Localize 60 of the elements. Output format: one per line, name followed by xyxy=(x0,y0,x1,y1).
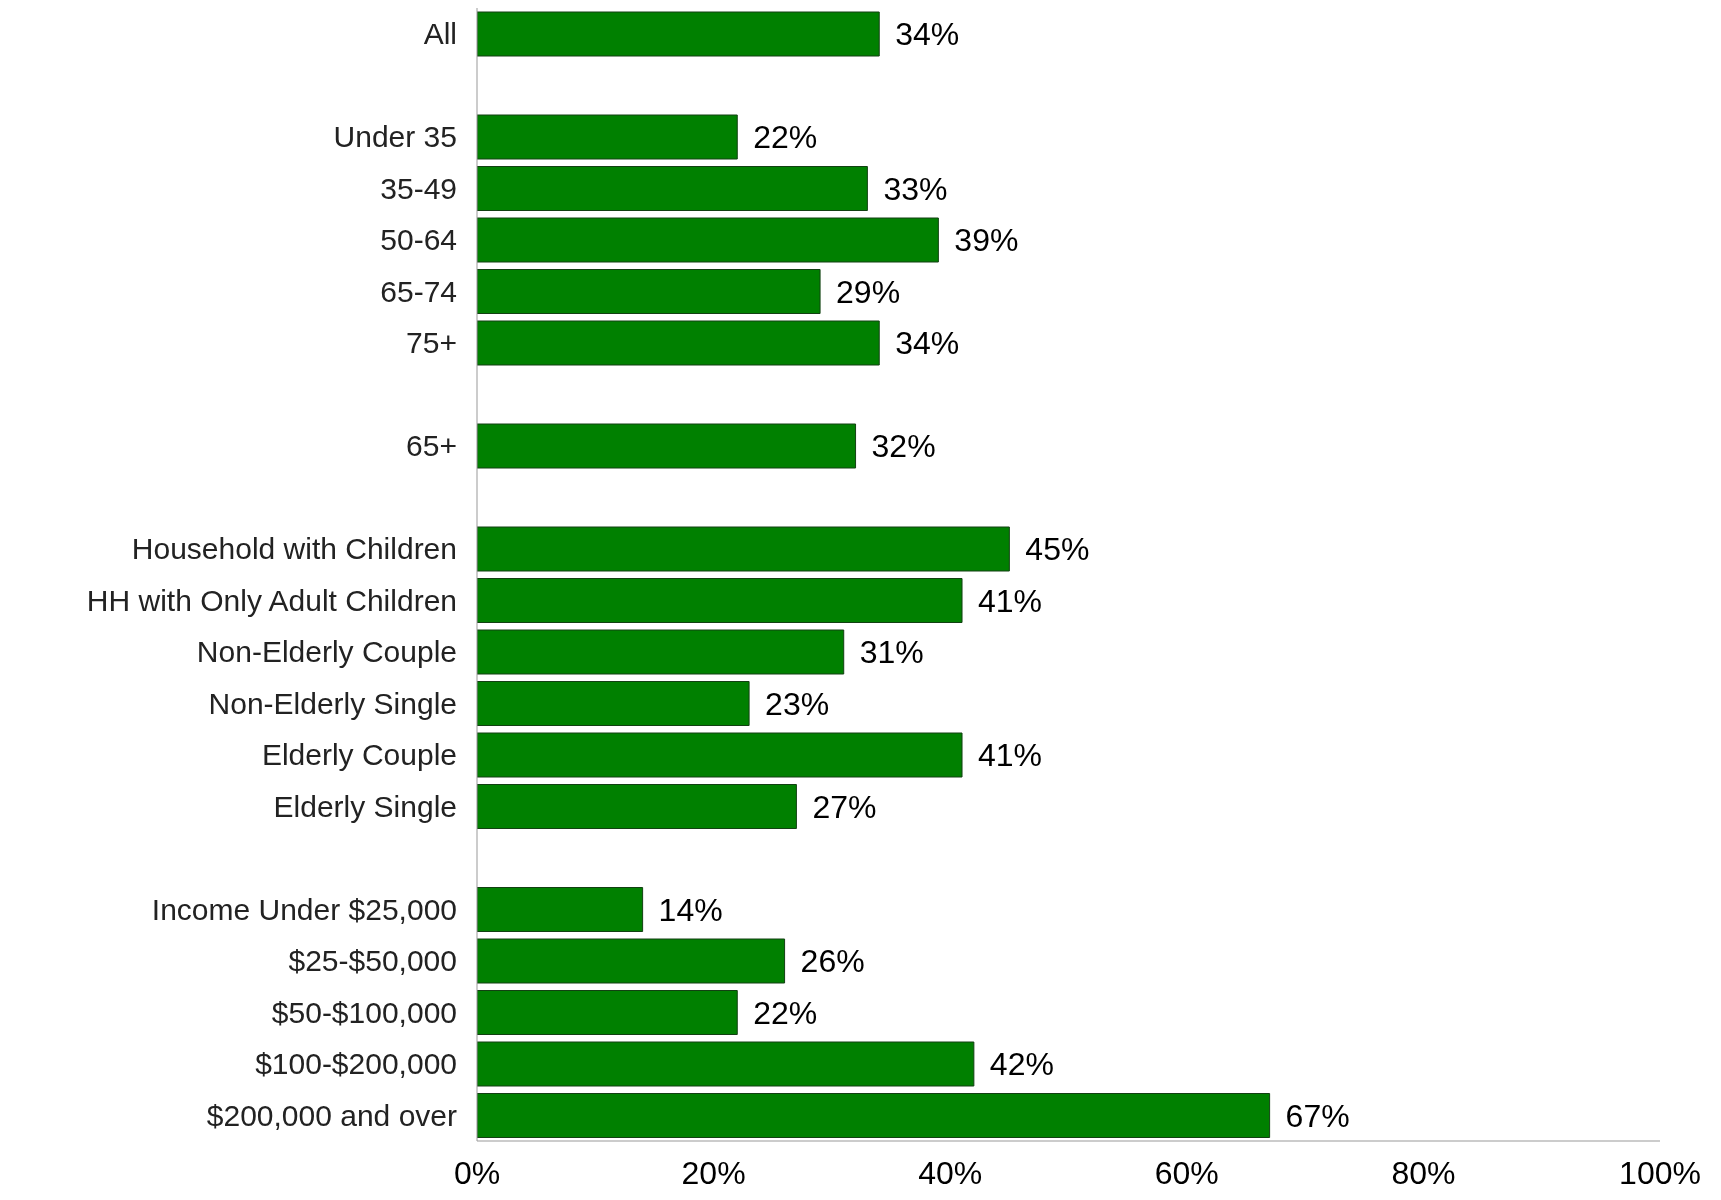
data-label: 22% xyxy=(753,119,818,156)
y-tick-label: 65-74 xyxy=(380,274,457,308)
x-tick-label: 40% xyxy=(918,1154,983,1191)
bar xyxy=(477,320,880,366)
y-tick-label: $50-$100,000 xyxy=(271,995,457,1029)
y-tick-label: 35-49 xyxy=(380,171,457,205)
bar xyxy=(477,887,644,932)
y-tick-label: 75+ xyxy=(406,326,457,360)
bar xyxy=(477,423,857,469)
data-label: 26% xyxy=(800,943,865,980)
data-label: 22% xyxy=(753,994,818,1031)
bar xyxy=(477,11,880,57)
y-tick-label: 65+ xyxy=(406,429,457,463)
bar xyxy=(477,1041,975,1087)
bar xyxy=(477,114,738,160)
data-label: 14% xyxy=(658,891,723,928)
y-tick-label: $100-$200,000 xyxy=(255,1047,457,1081)
data-label: 31% xyxy=(859,634,924,671)
data-label: 32% xyxy=(871,428,936,465)
bar xyxy=(477,1093,1271,1138)
bar xyxy=(477,217,939,263)
y-tick-label: Elderly Couple xyxy=(261,738,457,772)
bar xyxy=(477,732,963,778)
x-tick-label: 20% xyxy=(681,1154,746,1191)
y-tick-label: $200,000 and over xyxy=(206,1098,457,1132)
y-tick-label: 50-64 xyxy=(380,223,457,257)
data-label: 45% xyxy=(1025,531,1090,568)
bar xyxy=(477,990,738,1035)
data-label: 34% xyxy=(895,325,960,362)
data-label: 41% xyxy=(978,737,1043,774)
data-label: 33% xyxy=(883,170,948,207)
bar xyxy=(477,938,786,984)
x-tick-label: 60% xyxy=(1154,1154,1219,1191)
y-tick-label: Household with Children xyxy=(131,532,457,566)
y-tick-label: HH with Only Adult Children xyxy=(86,583,457,617)
data-label: 23% xyxy=(765,685,830,722)
y-tick-label: Elderly Single xyxy=(273,789,457,823)
y-tick-label: Under 35 xyxy=(333,120,457,154)
bar xyxy=(477,784,797,829)
x-tick-label: 100% xyxy=(1619,1154,1701,1191)
x-tick-label: 80% xyxy=(1391,1154,1456,1191)
y-tick-label: $25-$50,000 xyxy=(288,944,457,978)
y-tick-label: Income Under $25,000 xyxy=(151,892,457,926)
bar xyxy=(477,681,750,726)
y-tick-label: Non-Elderly Couple xyxy=(196,635,457,669)
bar xyxy=(477,578,963,623)
data-label: 41% xyxy=(978,582,1043,619)
data-label: 34% xyxy=(895,16,960,53)
data-label: 42% xyxy=(989,1046,1054,1083)
bar xyxy=(477,526,1010,572)
data-label: 29% xyxy=(836,273,901,310)
x-tick-label: 0% xyxy=(453,1154,501,1191)
bar xyxy=(477,629,845,675)
data-label: 27% xyxy=(812,788,877,825)
y-tick-label: All xyxy=(423,17,457,51)
y-tick-label: Non-Elderly Single xyxy=(208,686,457,720)
bar xyxy=(477,269,821,314)
data-label: 39% xyxy=(954,222,1019,259)
data-label: 67% xyxy=(1285,1097,1350,1134)
bar xyxy=(477,166,868,211)
